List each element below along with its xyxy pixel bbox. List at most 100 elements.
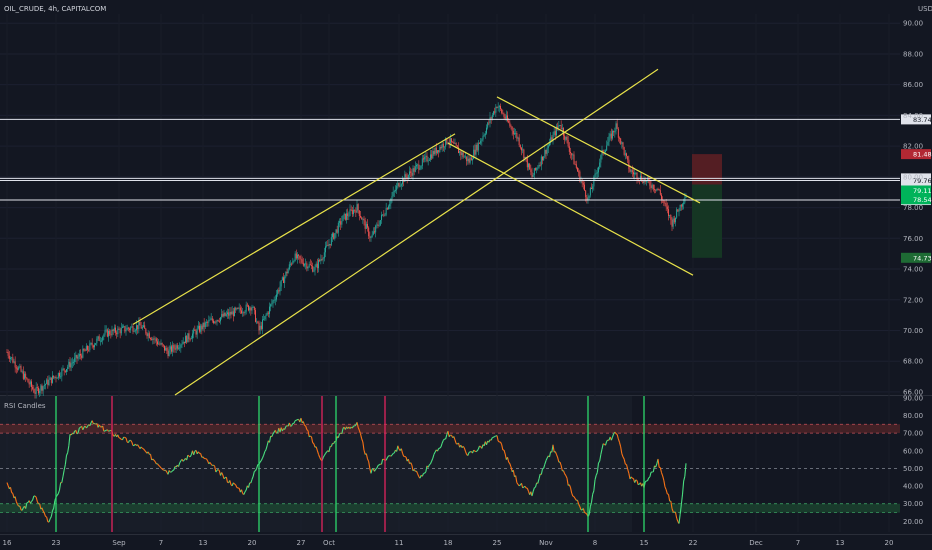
candle-body: [358, 210, 360, 217]
trendlines: [132, 68, 701, 396]
rsi-segment: [627, 468, 630, 474]
price-level-tag-bg: [901, 114, 931, 125]
candle-body: [619, 137, 620, 139]
price-tick-label: 84.00: [903, 112, 923, 120]
candle-body: [53, 375, 55, 378]
symbol-title[interactable]: OIL_CRUDE, 4h, CAPITALCOM: [4, 5, 106, 13]
candle-body: [277, 290, 279, 295]
candle-body: [365, 223, 367, 229]
candle-body: [249, 307, 251, 311]
rsi-segment: [316, 450, 320, 455]
rsi-segment: [264, 449, 267, 452]
rsi-segment: [415, 470, 419, 475]
rsi-segment: [125, 437, 128, 443]
rsi-segment: [67, 445, 70, 453]
rsi-segment: [531, 491, 534, 497]
rsi-segment: [660, 472, 664, 477]
candle-body: [378, 225, 380, 227]
candle-body: [204, 322, 206, 328]
rsi-panel-title[interactable]: RSI Candles: [4, 402, 46, 410]
candle-body: [598, 167, 599, 173]
candle-body: [577, 167, 578, 172]
rsi-segment: [106, 429, 109, 432]
rsi-segment: [98, 424, 101, 427]
rsi-tick-label: 90.00: [903, 394, 923, 402]
candle-body: [199, 325, 200, 332]
rsi-segment: [259, 460, 262, 463]
price-axis[interactable]: 66.00 68.00 70.00 72.00 74.00 76.00 78.00 80.00…: [903, 20, 923, 397]
rsi-segment: [323, 453, 326, 456]
rsi-segment: [151, 458, 154, 461]
rsi-segment: [616, 434, 619, 440]
candle-body: [545, 149, 547, 154]
candle-body: [575, 164, 577, 168]
candle-body: [109, 330, 111, 335]
candle-body: [33, 389, 35, 393]
candle-body: [308, 264, 310, 268]
rsi-segment: [595, 472, 598, 476]
candle-body: [197, 325, 199, 329]
candle-body: [161, 343, 163, 345]
rsi-segment: [49, 516, 52, 519]
rsi-segment: [153, 459, 156, 462]
candle-body: [622, 142, 624, 148]
candle-body: [564, 135, 566, 140]
candle-body: [236, 307, 238, 310]
rsi-segment: [557, 457, 560, 463]
candle-body: [88, 349, 90, 351]
rsi-segment: [356, 422, 359, 428]
rsi-axis[interactable]: 20.00 30.00 40.00 50.00 60.00 70.00 80.00 90.00: [903, 394, 923, 526]
rsi-segment: [618, 442, 622, 447]
rsi-segment: [681, 481, 685, 495]
rsi-segment: [291, 423, 294, 426]
candle-body: [588, 195, 590, 199]
candle-body: [169, 346, 171, 350]
rsi-segment: [240, 489, 244, 494]
candle-body: [678, 210, 680, 212]
candle-body: [376, 224, 378, 226]
candle-body: [356, 204, 358, 213]
candle-body: [152, 338, 154, 341]
candle-body: [371, 234, 373, 238]
candle-body: [295, 253, 297, 259]
candle-body: [348, 215, 350, 217]
rsi-segment: [429, 460, 433, 464]
rsi-segment: [463, 447, 467, 452]
candle-body: [643, 178, 645, 184]
candle-body: [28, 382, 30, 385]
channel-upper-line[interactable]: [132, 133, 456, 325]
candle-body: [201, 325, 203, 330]
rsi-segment: [504, 453, 507, 460]
candle-body: [589, 187, 591, 196]
candle-body: [417, 164, 419, 166]
channel-lower-line[interactable]: [174, 68, 659, 396]
rsi-segment: [503, 449, 506, 455]
candle-body: [582, 183, 584, 185]
candle-body: [94, 344, 95, 348]
candle-body: [123, 326, 125, 327]
rsi-segment: [76, 432, 79, 435]
rsi-segment: [413, 469, 416, 472]
price-tick-label: 66.00: [903, 388, 923, 396]
rsi-segment: [568, 484, 572, 488]
rsi-segment: [261, 454, 265, 459]
candle-body: [627, 156, 629, 160]
rsi-segment: [534, 486, 536, 489]
candle-body: [232, 311, 234, 317]
candle-body: [343, 213, 345, 216]
rsi-segment: [532, 487, 535, 492]
rsi-segment: [85, 426, 88, 429]
candle-body: [174, 348, 176, 350]
rsi-segment: [307, 430, 310, 437]
rsi-segment: [630, 476, 633, 479]
candle-body: [164, 345, 165, 351]
wedge-upper-line[interactable]: [496, 96, 701, 204]
rsi-segment: [17, 504, 20, 507]
rsi-segment: [221, 472, 224, 476]
candle-body: [327, 245, 329, 247]
time-axis[interactable]: 1623Sep7132027Oct111825Nov81522Dec713202…: [0, 534, 932, 548]
wedge-lower-line[interactable]: [447, 142, 694, 276]
rsi-segment: [621, 453, 624, 458]
candle-body: [222, 314, 224, 317]
